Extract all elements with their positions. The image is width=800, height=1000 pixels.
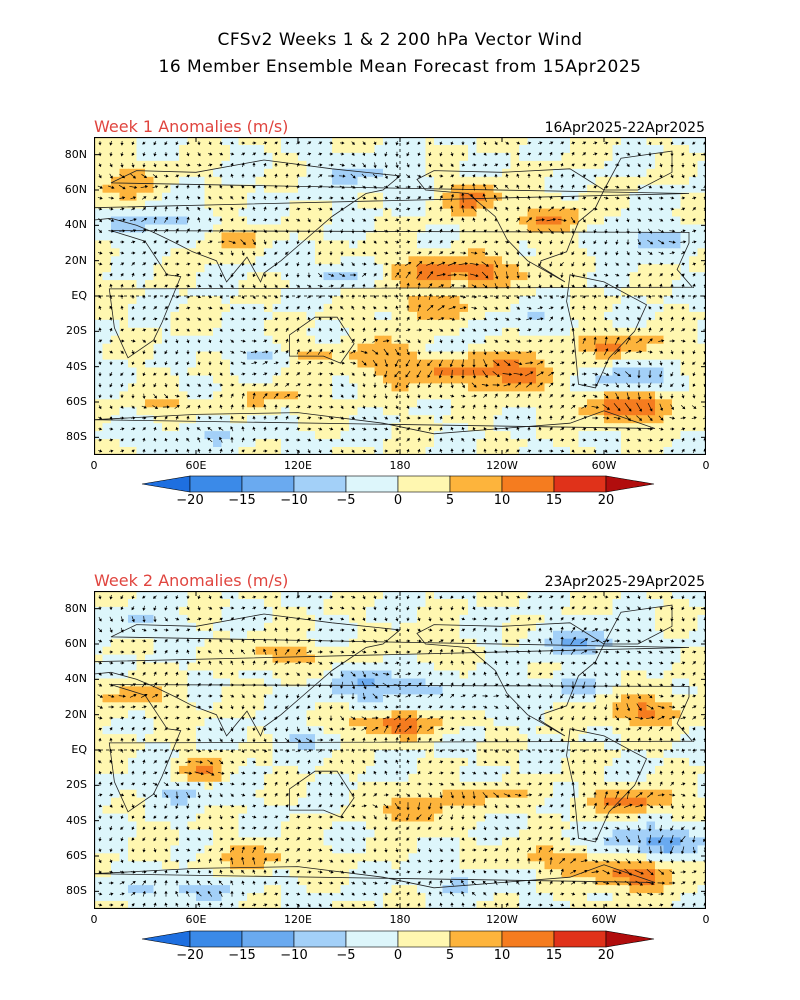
colorbar-tick-label: 20 — [597, 948, 615, 963]
colorbar-segment — [449, 475, 503, 493]
latitude-label: 20S — [66, 778, 87, 792]
figure-title-line-2: 16 Member Ensemble Mean Forecast from 15… — [158, 57, 642, 77]
latitude-label: 80N — [64, 147, 87, 161]
colorbar-segment — [345, 475, 399, 493]
colorbar-segment — [241, 475, 295, 493]
latitude-label: EQ — [71, 743, 87, 756]
longitude-label: 60W — [591, 459, 617, 472]
latitude-label: 60S — [66, 395, 87, 408]
latitude-label: 60S — [66, 849, 87, 862]
colorbar-segment — [501, 930, 555, 948]
longitude-label: 120W — [486, 913, 518, 926]
colorbar-tick-label: −15 — [228, 948, 256, 963]
coastlines — [94, 150, 694, 455]
longitude-label: 120E — [284, 459, 312, 472]
map-frame — [94, 591, 706, 909]
colorbar-arrow-left — [141, 930, 191, 948]
panel-2-colorbar — [141, 930, 655, 948]
latitude-label: 60N — [64, 637, 87, 650]
longitude-label: 180 — [389, 913, 411, 926]
latitude-label: 20N — [64, 253, 87, 267]
longitude-label: 120W — [486, 459, 518, 472]
colorbar-arrow-right — [605, 930, 655, 948]
colorbar-tick-label: −10 — [280, 948, 308, 963]
panel-1-title: Week 1 Anomalies (m/s) — [94, 117, 289, 136]
figure-title-line-1: CFSv2 Weeks 1 & 2 200 hPa Vector Wind — [217, 30, 583, 50]
colorbar-segment — [501, 475, 555, 493]
latitude-label: 20N — [64, 707, 87, 721]
colorbar-tick-label: 0 — [393, 948, 403, 963]
colorbar-arrow-left — [141, 475, 191, 493]
colorbar-segment — [449, 930, 503, 948]
colorbar-tick-label: −20 — [176, 493, 204, 508]
longitude-label: 120E — [284, 913, 312, 926]
colorbar-segment — [293, 475, 347, 493]
colorbar-tick-label: 10 — [493, 493, 511, 508]
latitude-label: 80S — [66, 884, 87, 898]
panel-2-title: Week 2 Anomalies (m/s) — [94, 571, 289, 590]
colorbar-segment — [553, 475, 607, 493]
colorbar-tick-label: 15 — [545, 493, 563, 508]
latitude-label: 40N — [64, 218, 87, 232]
colorbar-segment — [553, 930, 607, 948]
colorbar-segment — [397, 930, 451, 948]
latitude-label: 60N — [64, 183, 87, 196]
longitude-label: 60W — [591, 913, 617, 926]
colorbar-tick-label: 15 — [545, 948, 563, 963]
anomaly-shading — [94, 591, 706, 909]
colorbar-tick-label: 10 — [493, 948, 511, 963]
colorbar-tick-label: −20 — [176, 948, 204, 963]
latitude-label: 80S — [66, 430, 87, 444]
latitude-label: EQ — [71, 289, 87, 302]
panel-2-map — [94, 591, 706, 909]
latitude-label: 20S — [66, 324, 87, 338]
colorbar-segment — [189, 930, 243, 948]
colorbar-segment — [397, 475, 451, 493]
longitude-label: 60E — [185, 459, 207, 472]
panel-1-colorbar — [141, 475, 655, 493]
colorbar-tick-label: 20 — [597, 493, 615, 508]
latitude-label: 40S — [66, 359, 87, 373]
colorbar-tick-label: 5 — [445, 948, 455, 963]
colorbar-tick-label: 5 — [445, 493, 455, 508]
panel-1-map — [94, 137, 706, 455]
colorbar-segment — [189, 475, 243, 493]
longitude-label: 180 — [389, 459, 411, 472]
colorbar-arrow-right — [605, 475, 655, 493]
latitude-label: 40S — [66, 813, 87, 827]
longitude-label: 0 — [702, 913, 710, 926]
colorbar-tick-label: 0 — [393, 493, 403, 508]
longitude-label: 0 — [90, 913, 98, 926]
longitude-label: 60E — [185, 913, 207, 926]
latitude-label: 80N — [64, 601, 87, 615]
panel-1-date-range: 16Apr2025-22Apr2025 — [544, 120, 705, 136]
map-frame — [94, 137, 706, 455]
colorbar-tick-label: −5 — [336, 948, 356, 963]
latitude-label: 40N — [64, 672, 87, 686]
longitude-label: 0 — [702, 459, 710, 472]
panel-2-date-range: 23Apr2025-29Apr2025 — [544, 574, 705, 590]
colorbar-tick-label: −5 — [336, 493, 356, 508]
colorbar-tick-label: −15 — [228, 493, 256, 508]
colorbar-segment — [345, 930, 399, 948]
wind-vectors — [97, 594, 706, 908]
colorbar-segment — [241, 930, 295, 948]
colorbar-segment — [293, 930, 347, 948]
colorbar-tick-label: −10 — [280, 493, 308, 508]
longitude-label: 0 — [90, 459, 98, 472]
